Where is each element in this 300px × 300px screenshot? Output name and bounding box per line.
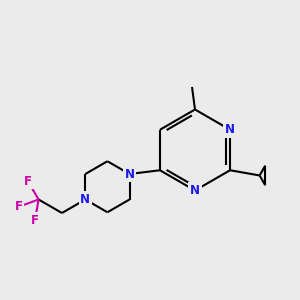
Text: N: N bbox=[225, 123, 235, 136]
Text: N: N bbox=[124, 167, 134, 181]
Text: N: N bbox=[80, 193, 90, 206]
Text: F: F bbox=[31, 214, 39, 227]
Text: F: F bbox=[15, 200, 23, 213]
Text: F: F bbox=[24, 175, 32, 188]
Text: N: N bbox=[190, 184, 200, 197]
